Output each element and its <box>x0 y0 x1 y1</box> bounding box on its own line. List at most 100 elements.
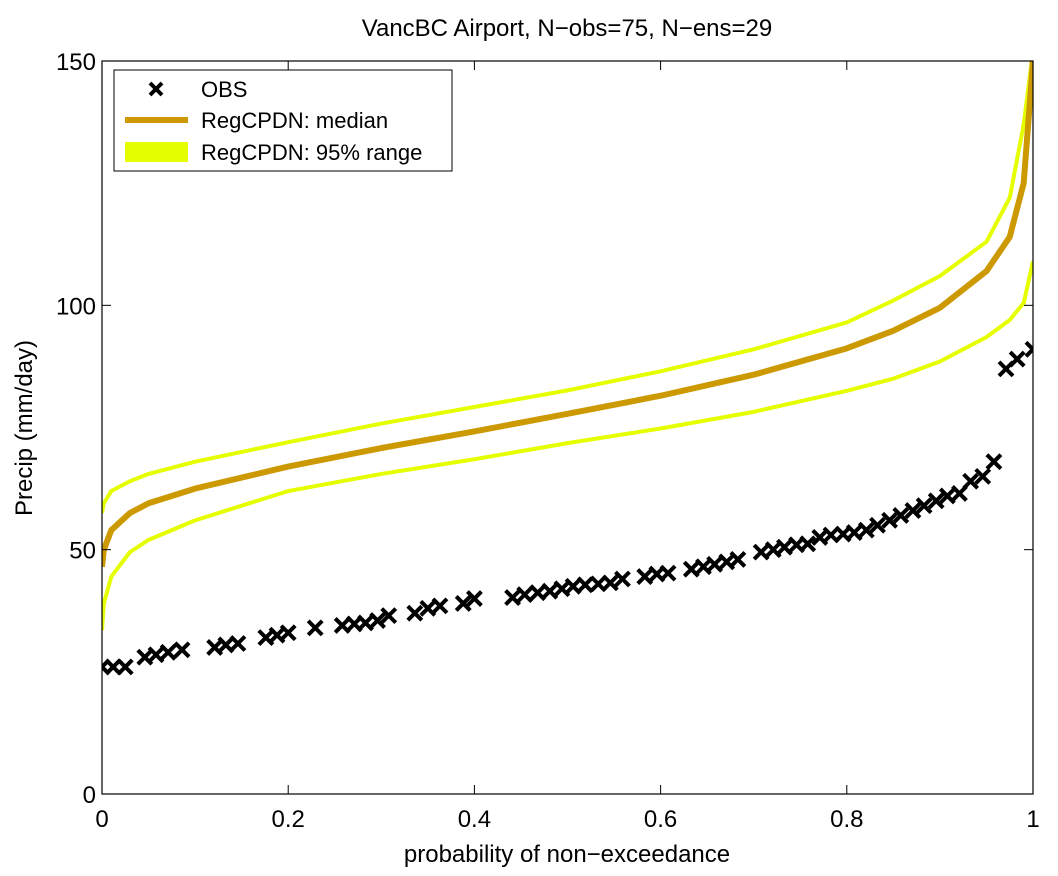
obs-marker-stroke <box>268 626 286 644</box>
legend-obs-icon <box>148 81 164 97</box>
obs-point <box>576 576 594 594</box>
obs-point <box>279 624 297 642</box>
obs-point <box>229 635 247 652</box>
obs-marker-stroke <box>857 521 875 539</box>
obs-marker-stroke <box>776 538 793 556</box>
obs-point <box>881 511 899 529</box>
obs-point <box>682 560 700 578</box>
y-tick-label: 150 <box>56 49 96 76</box>
obs-marker-stroke <box>682 560 700 578</box>
obs-point <box>776 538 793 556</box>
x-tick-label: 1 <box>1026 806 1039 833</box>
obs-marker-stroke <box>799 535 817 553</box>
legend-label: RegCPDN: median <box>201 108 388 133</box>
obs-point <box>659 564 677 582</box>
obs-marker-stroke <box>589 575 607 593</box>
obs-marker-stroke <box>659 564 677 582</box>
legend-label: OBS <box>201 77 247 102</box>
obs-marker-stroke <box>431 597 449 615</box>
range-line <box>102 260 1033 631</box>
obs-point <box>1024 340 1033 358</box>
obs-marker-stroke <box>614 570 631 588</box>
obs-marker-stroke <box>845 524 863 541</box>
obs-marker-stroke <box>985 453 1003 471</box>
obs-point <box>892 507 910 524</box>
obs-point <box>173 641 191 659</box>
obs-marker-stroke <box>173 641 191 659</box>
obs-marker-stroke <box>541 582 559 600</box>
obs-point <box>369 612 386 629</box>
obs-marker-stroke <box>601 574 619 592</box>
obs-marker-stroke <box>927 492 945 510</box>
obs-marker-stroke <box>553 580 571 598</box>
obs-marker-stroke <box>148 81 164 97</box>
legend-label: RegCPDN: 95% range <box>201 140 422 165</box>
obs-point <box>516 586 534 604</box>
obs-point <box>406 604 424 622</box>
obs-marker-stroke <box>357 614 374 632</box>
obs-point <box>799 535 817 553</box>
axes-layer: 0 0.2 0.4 0.6 0.8 1 0 50 100 150 <box>56 49 1040 833</box>
obs-point <box>927 492 945 510</box>
obs-marker-stroke <box>1024 340 1033 353</box>
obs-marker-stroke <box>904 502 922 519</box>
obs-marker-stroke <box>419 599 437 617</box>
obs-marker-stroke <box>1024 346 1033 358</box>
obs-point <box>147 646 165 664</box>
obs-marker-stroke <box>380 607 398 625</box>
obs-marker-stroke <box>279 624 297 642</box>
obs-marker-stroke <box>834 525 852 543</box>
y-tick-label: 100 <box>56 293 96 320</box>
x-tick-label: 0.6 <box>644 806 677 833</box>
obs-marker-stroke <box>406 604 424 622</box>
obs-point <box>504 589 521 606</box>
obs-point <box>636 568 654 585</box>
obs-marker-stroke <box>306 619 324 637</box>
obs-point <box>431 597 449 615</box>
obs-marker-stroke <box>206 638 224 656</box>
legend-items: OBS RegCPDN: median RegCPDN: 95% range <box>125 77 422 165</box>
median-line <box>102 61 1033 568</box>
obs-marker-stroke <box>147 646 165 664</box>
obs-point <box>465 590 483 607</box>
plot-frame <box>101 60 1034 795</box>
obs-marker-stroke <box>516 586 534 604</box>
obs-point <box>962 472 980 490</box>
obs-point <box>985 453 1003 471</box>
obs-marker-stroke <box>159 643 177 661</box>
legend-range-patch <box>125 142 188 162</box>
obs-marker-stroke <box>564 577 582 595</box>
obs-point <box>380 607 398 625</box>
obs-marker-stroke <box>333 616 351 634</box>
obs-point <box>845 524 863 541</box>
obs-point <box>974 467 992 485</box>
obs-marker-stroke <box>881 511 899 529</box>
obs-marker-stroke <box>892 507 910 524</box>
y-axis-label: Precip (mm/day) <box>11 340 38 516</box>
x-axis-label: probability of non−exceedance <box>404 841 730 868</box>
obs-marker-stroke <box>369 612 386 629</box>
obs-point <box>869 516 886 534</box>
obs-point <box>706 555 724 573</box>
obs-marker-stroke <box>257 629 275 647</box>
series-layer <box>102 61 1033 676</box>
obs-marker-stroke <box>962 472 980 490</box>
obs-marker-stroke <box>974 467 992 485</box>
obs-point <box>357 614 374 632</box>
obs-point <box>306 619 324 637</box>
obs-point <box>601 574 619 592</box>
obs-marker-stroke <box>465 590 483 607</box>
obs-point <box>915 497 933 515</box>
obs-marker-stroke <box>752 543 770 561</box>
obs-point <box>857 521 875 539</box>
obs-marker-stroke <box>529 584 547 602</box>
obs-point <box>419 599 437 617</box>
obs-marker-stroke <box>938 487 956 505</box>
obs-point <box>541 582 559 600</box>
obs-point <box>116 658 134 676</box>
obs-marker-stroke <box>576 576 594 594</box>
obs-marker-stroke <box>217 636 235 654</box>
obs-point <box>904 502 922 519</box>
obs-point <box>752 543 770 561</box>
